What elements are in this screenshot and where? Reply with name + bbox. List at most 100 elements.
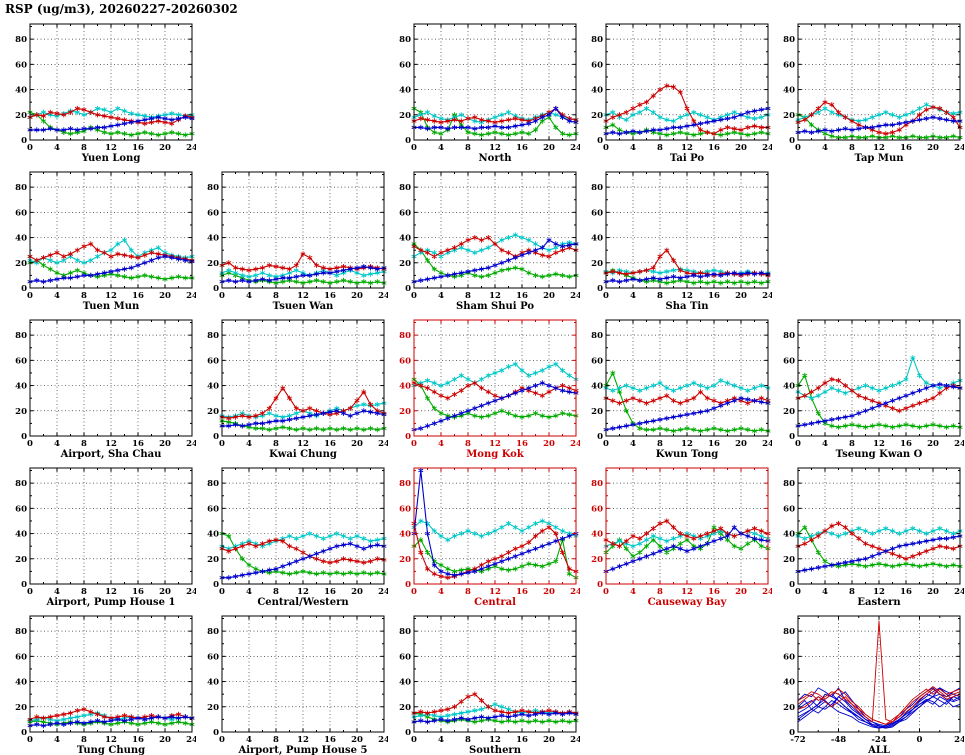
svg-text:4: 4 [54, 587, 60, 597]
svg-text:8: 8 [273, 735, 279, 745]
svg-text:8: 8 [657, 291, 663, 301]
svg-text:4: 4 [822, 439, 828, 449]
svg-text:4: 4 [630, 439, 636, 449]
chart-kwai-chung: 0 4 8 12 16 20 24 0 20 40 60 80 Kwai Chung [196, 310, 390, 460]
svg-text:0: 0 [21, 136, 27, 146]
svg-text:16: 16 [132, 735, 144, 745]
chart-north: 0 4 8 12 16 20 24 0 20 40 60 80 North [388, 14, 582, 164]
svg-text:80: 80 [15, 331, 27, 341]
axis-ticks [797, 468, 961, 585]
svg-text:20: 20 [159, 291, 171, 301]
svg-text:20: 20 [207, 555, 219, 565]
svg-text:12: 12 [681, 143, 693, 153]
chart-canvas: 0 4 8 12 16 20 24 0 20 40 60 80 Mong Kok [399, 319, 582, 460]
svg-text:40: 40 [207, 234, 219, 244]
svg-text:12: 12 [873, 143, 885, 153]
svg-text:8: 8 [81, 439, 87, 449]
svg-text:20: 20 [927, 439, 939, 449]
svg-text:12: 12 [105, 439, 117, 449]
chart-title: Tuen Mun [83, 301, 140, 312]
svg-text:40: 40 [783, 86, 795, 96]
svg-text:12: 12 [873, 439, 885, 449]
axis-tick-labels: 0 4 8 12 16 20 24 0 20 40 60 80 [15, 331, 198, 449]
svg-text:0: 0 [411, 735, 417, 745]
svg-text:20: 20 [159, 587, 171, 597]
svg-text:4: 4 [630, 587, 636, 597]
svg-text:60: 60 [15, 208, 27, 218]
svg-text:24: 24 [186, 735, 196, 745]
chart-mong-kok: 0 4 8 12 16 20 24 0 20 40 60 80 Mong Kok [388, 310, 582, 460]
svg-text:40: 40 [399, 530, 411, 540]
svg-text:60: 60 [783, 356, 795, 366]
svg-text:-24: -24 [871, 735, 886, 745]
svg-text:20: 20 [351, 587, 363, 597]
svg-text:12: 12 [297, 587, 309, 597]
axis-ticks [29, 320, 193, 437]
svg-text:8: 8 [465, 143, 471, 153]
chart-causeway-bay: 0 4 8 12 16 20 24 0 20 40 60 80 Causeway Bay [580, 458, 774, 608]
svg-text:8: 8 [657, 587, 663, 597]
svg-text:0: 0 [597, 284, 603, 294]
svg-text:12: 12 [297, 735, 309, 745]
axis-tick-labels: 0 4 8 12 16 20 24 0 20 40 60 80 [399, 331, 582, 449]
svg-text:0: 0 [789, 136, 795, 146]
chart-canvas: 0 4 8 12 16 20 24 0 20 40 60 80 Causeway Bay [591, 467, 774, 608]
svg-text:16: 16 [132, 291, 144, 301]
svg-text:20: 20 [735, 587, 747, 597]
svg-text:8: 8 [849, 143, 855, 153]
series-blue-3 [411, 467, 579, 578]
svg-text:0: 0 [405, 284, 411, 294]
svg-text:60: 60 [399, 60, 411, 70]
axis-tick-labels: 0 4 8 12 16 20 24 0 20 40 60 80 [15, 35, 198, 153]
svg-text:80: 80 [15, 627, 27, 637]
svg-text:24: 24 [378, 291, 388, 301]
svg-text:60: 60 [399, 504, 411, 514]
svg-text:4: 4 [246, 735, 252, 745]
series-cyan-1 [27, 237, 195, 266]
svg-text:16: 16 [516, 143, 528, 153]
svg-text:16: 16 [900, 587, 912, 597]
svg-text:0: 0 [795, 143, 801, 153]
svg-text:24: 24 [762, 291, 772, 301]
series-blue-4 [797, 696, 961, 729]
svg-text:16: 16 [708, 291, 720, 301]
svg-text:0: 0 [405, 580, 411, 590]
svg-text:80: 80 [399, 479, 411, 489]
svg-text:4: 4 [54, 143, 60, 153]
gridlines [30, 320, 192, 436]
svg-text:16: 16 [708, 587, 720, 597]
chart-title: Airport, Sha Chau [60, 449, 162, 460]
gridlines [30, 172, 192, 288]
svg-text:20: 20 [543, 143, 555, 153]
svg-text:12: 12 [297, 439, 309, 449]
chart-airport-pump-house-1: 0 4 8 12 16 20 24 0 20 40 60 80 Airport, Pump House … [4, 458, 198, 608]
svg-text:24: 24 [570, 143, 580, 153]
svg-text:4: 4 [438, 735, 444, 745]
svg-text:0: 0 [411, 587, 417, 597]
svg-text:40: 40 [591, 530, 603, 540]
svg-text:20: 20 [927, 143, 939, 153]
axis-ticks [29, 468, 193, 585]
svg-text:60: 60 [591, 356, 603, 366]
chart-eastern: 0 4 8 12 16 20 24 0 20 40 60 80 Eastern [772, 458, 965, 608]
svg-text:4: 4 [822, 587, 828, 597]
svg-text:0: 0 [219, 439, 225, 449]
chart-central-western: 0 4 8 12 16 20 24 0 20 40 60 80 Central/Western [196, 458, 390, 608]
axis-tick-labels: 0 4 8 12 16 20 24 0 20 40 60 80 [399, 35, 582, 153]
svg-text:0: 0 [789, 432, 795, 442]
svg-text:0: 0 [21, 284, 27, 294]
svg-text:16: 16 [900, 439, 912, 449]
svg-text:80: 80 [207, 627, 219, 637]
svg-text:8: 8 [81, 143, 87, 153]
gridlines [606, 24, 768, 140]
svg-text:0: 0 [405, 432, 411, 442]
chart-all: -72 -48 -24 0 24 0 20 40 60 80 ALL [772, 606, 965, 755]
series-markers [411, 467, 579, 578]
axis-ticks [605, 320, 769, 437]
svg-text:0: 0 [213, 728, 219, 738]
svg-text:40: 40 [783, 678, 795, 688]
svg-text:80: 80 [783, 35, 795, 45]
chart-title: ALL [867, 745, 890, 755]
svg-text:20: 20 [399, 703, 411, 713]
